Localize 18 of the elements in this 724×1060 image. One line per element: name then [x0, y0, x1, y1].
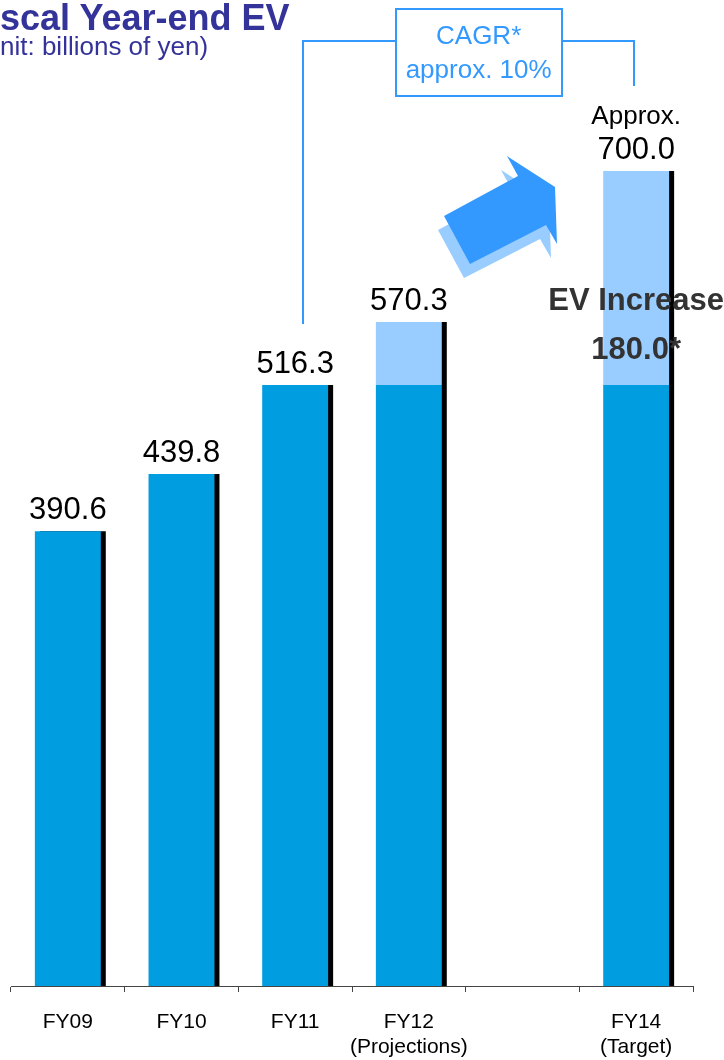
data-label: 516.3 — [256, 344, 334, 380]
bar — [603, 384, 670, 986]
x-tick-label: FY14 (Target) — [599, 1009, 673, 1058]
callout-box: CAGR* approx. 10% — [394, 8, 563, 97]
data-label: 390.6 — [29, 491, 107, 527]
bar — [262, 384, 329, 986]
bar — [375, 322, 442, 385]
x-tick-label: FY12 (Projections) — [349, 1009, 468, 1058]
x-tick-label: FY10 — [156, 1009, 207, 1033]
x-tick-label: FY11 — [270, 1009, 320, 1033]
data-label: 439.8 — [142, 434, 221, 470]
x-tick-label: FY09 — [42, 1009, 93, 1033]
bar — [375, 384, 442, 986]
total-label: 570.3 — [370, 282, 448, 318]
chart-subtitle: nit: billions of yen) — [0, 31, 209, 61]
bar — [34, 531, 101, 986]
bar — [148, 474, 215, 986]
total-label: Approx. 700.0 — [591, 100, 681, 167]
